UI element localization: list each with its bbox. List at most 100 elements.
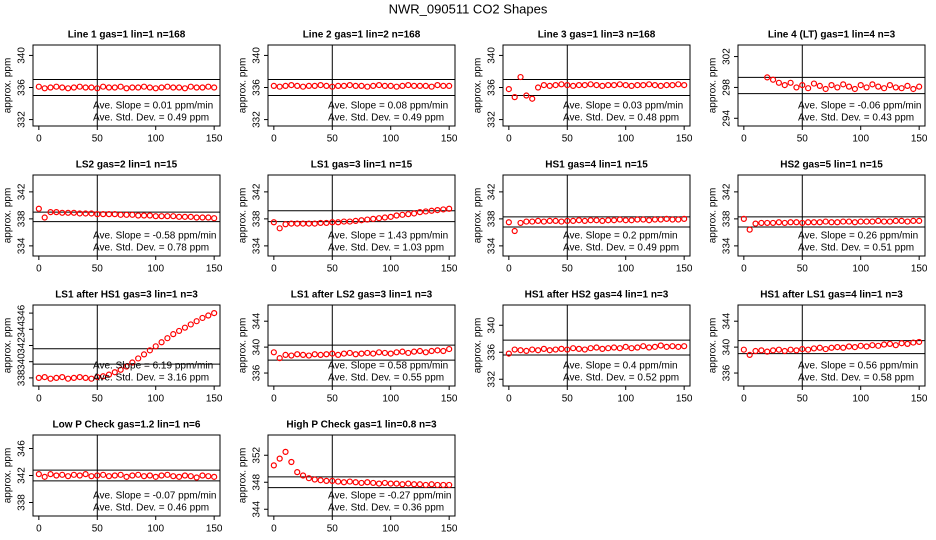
- point: [892, 342, 899, 349]
- point: [892, 217, 899, 224]
- point: [364, 479, 371, 486]
- plot-frame: [32, 434, 221, 517]
- point: [270, 219, 277, 226]
- point: [758, 347, 765, 354]
- point: [810, 345, 818, 352]
- point: [88, 473, 95, 480]
- point: [193, 214, 200, 221]
- x-tick-label: 150: [206, 134, 223, 145]
- x-tick-label: 150: [676, 394, 693, 405]
- point: [111, 211, 118, 218]
- point: [816, 82, 823, 89]
- point: [787, 219, 794, 226]
- point: [810, 219, 818, 226]
- point: [681, 343, 688, 350]
- x-tick-label: 0: [506, 134, 512, 145]
- y-tick-label: 334: [487, 237, 498, 254]
- point: [53, 472, 60, 479]
- point: [352, 82, 359, 90]
- y-axis-label: approx. ppm: [3, 188, 14, 244]
- y-axis-label: approx. ppm: [473, 58, 484, 114]
- y-tick-label: 346: [17, 440, 28, 457]
- annotation: Ave. Std. Dev. = 0.51 ppm: [798, 243, 914, 254]
- point: [845, 343, 853, 350]
- y-tick-label: 338: [722, 210, 733, 227]
- point: [158, 339, 165, 346]
- point: [534, 217, 542, 224]
- point: [352, 479, 359, 486]
- point: [170, 213, 177, 220]
- plot-frame: [267, 44, 456, 127]
- point: [886, 340, 894, 347]
- point: [834, 344, 841, 351]
- point: [352, 351, 359, 358]
- point: [675, 216, 682, 223]
- point: [311, 82, 318, 90]
- point: [511, 94, 518, 101]
- x-tick-label: 50: [92, 134, 104, 145]
- point: [375, 215, 383, 222]
- point: [587, 345, 594, 352]
- figure-title: NWR_090511 CO2 Shapes: [389, 1, 548, 16]
- point: [375, 81, 383, 89]
- point: [599, 82, 606, 90]
- point: [422, 208, 429, 215]
- point: [152, 343, 159, 350]
- point: [282, 448, 289, 455]
- point: [634, 216, 641, 223]
- point: [146, 212, 153, 219]
- point: [880, 341, 888, 348]
- point: [805, 346, 812, 353]
- point: [299, 351, 307, 358]
- point: [317, 81, 324, 89]
- annotation: Ave. Std. Dev. = 1.03 ppm: [328, 243, 444, 254]
- point: [663, 343, 670, 350]
- point: [740, 215, 747, 222]
- point: [570, 82, 577, 90]
- point: [605, 345, 612, 352]
- point: [869, 218, 876, 225]
- x-tick-label: 150: [911, 134, 928, 145]
- point: [587, 217, 594, 224]
- point: [593, 217, 600, 224]
- point: [59, 209, 66, 216]
- annotation: Ave. Std. Dev. = 0.46 ppm: [93, 503, 209, 514]
- point: [270, 349, 277, 356]
- point: [276, 225, 283, 232]
- point: [175, 473, 183, 480]
- point: [399, 211, 406, 218]
- point: [593, 344, 600, 351]
- annotation: Ave. Slope = 0.2 ppm/min: [563, 231, 678, 242]
- point: [669, 216, 676, 223]
- point: [82, 84, 89, 91]
- point: [393, 212, 400, 219]
- y-tick-label: 342: [17, 467, 28, 484]
- point: [405, 349, 412, 357]
- point: [152, 473, 159, 480]
- point: [558, 345, 565, 352]
- point: [41, 473, 48, 480]
- point: [640, 81, 647, 89]
- point: [311, 476, 318, 483]
- point: [764, 219, 771, 227]
- point: [35, 83, 42, 90]
- y-tick-label: 336: [722, 364, 733, 381]
- point: [446, 481, 453, 489]
- point: [393, 349, 400, 356]
- point: [910, 85, 917, 93]
- point: [381, 349, 388, 357]
- point: [53, 209, 60, 216]
- point: [64, 473, 72, 480]
- y-tick-label: 340: [17, 353, 28, 370]
- point: [205, 214, 212, 221]
- point: [340, 479, 348, 486]
- point: [410, 348, 418, 355]
- point: [305, 220, 313, 227]
- point: [117, 83, 124, 90]
- point: [53, 83, 60, 90]
- point: [305, 475, 313, 482]
- point: [299, 472, 307, 479]
- point: [47, 375, 54, 382]
- point: [886, 218, 894, 225]
